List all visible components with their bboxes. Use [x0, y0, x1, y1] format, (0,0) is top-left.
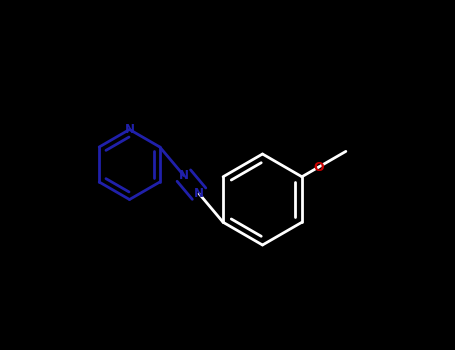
- Text: N: N: [125, 123, 135, 136]
- Text: N: N: [194, 187, 204, 200]
- Text: O: O: [313, 161, 324, 174]
- Text: N: N: [179, 169, 189, 182]
